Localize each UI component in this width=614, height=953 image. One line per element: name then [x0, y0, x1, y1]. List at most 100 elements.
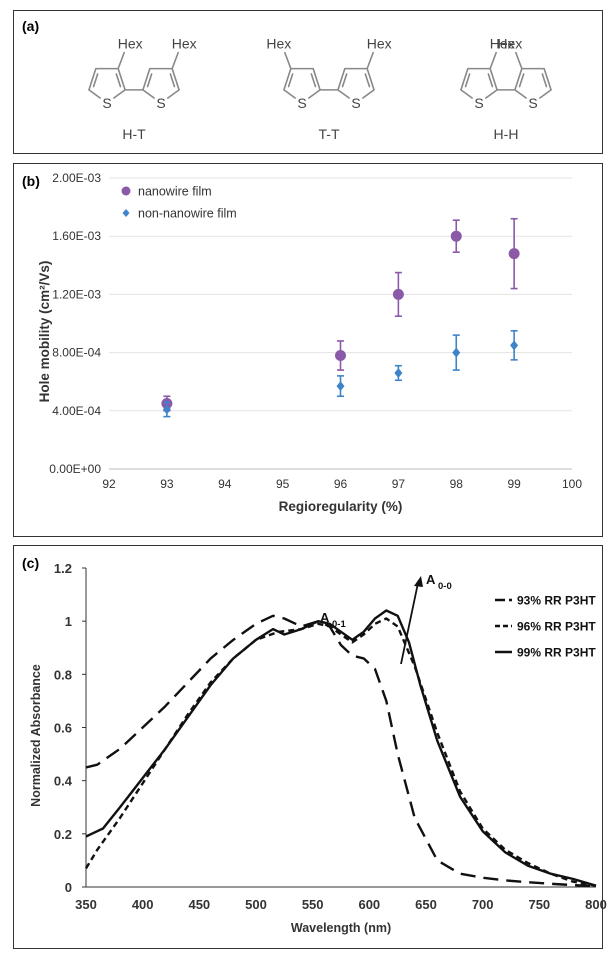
- y-axis-label: Hole mobility (cm²/Vs): [37, 261, 52, 403]
- double-bond: [92, 73, 99, 88]
- x-axis-label: Regioregularity (%): [279, 499, 403, 514]
- hex-substituent: Hex: [367, 36, 392, 52]
- data-point: [450, 230, 462, 242]
- data-point: [162, 404, 171, 415]
- ring-bond: [142, 67, 180, 99]
- x-tick-label: 96: [334, 477, 348, 491]
- y-tick-label: 0.00E+00: [49, 462, 101, 476]
- y-tick-label: 0.4: [54, 774, 73, 789]
- mobility-chart: (b) 0.00E+00 4.00E-04 8.00E-04 1.20E-03 1.60E…: [22, 171, 582, 514]
- x-tick-label: 700: [472, 897, 494, 912]
- x-tick-label: 92: [102, 477, 116, 491]
- series-line: [85, 614, 597, 888]
- structure-name: H-H: [494, 126, 519, 142]
- panel-c-label: (c): [22, 555, 39, 571]
- double-bond: [464, 73, 471, 88]
- y-tick-label: 1.2: [54, 561, 72, 576]
- hex-substituent: Hex: [497, 36, 522, 52]
- x-axis-label: Wavelength (nm): [291, 921, 391, 935]
- legend-label: 96% RR P3HT: [517, 620, 596, 634]
- y-tick-label: 2.00E-03: [52, 171, 101, 185]
- panel-a-label: (a): [22, 18, 39, 34]
- double-bond: [541, 73, 548, 88]
- double-bond: [341, 73, 348, 88]
- substituent-bond: [489, 51, 497, 70]
- x-tick-label: 600: [358, 897, 380, 912]
- ring-bond: [337, 67, 375, 99]
- annotation-a00: A: [426, 572, 436, 587]
- y-tick-label: 0.8: [54, 667, 72, 682]
- double-bond: [310, 73, 317, 88]
- x-tick-label: 100: [562, 477, 582, 491]
- hex-substituent: Hex: [118, 36, 143, 52]
- arrow-head: [414, 576, 423, 587]
- data-point: [335, 350, 346, 362]
- x-tick-label: 450: [188, 897, 210, 912]
- y-tick-label: 0: [65, 880, 72, 895]
- x-tick-label: 94: [218, 477, 232, 491]
- y-tick-label: 0.2: [54, 827, 72, 842]
- data-point: [452, 347, 461, 358]
- x-tick-label: 550: [302, 897, 324, 912]
- panel-b: (b) 0.00E+00 4.00E-04 8.00E-04 1.20E-03 1.60E…: [13, 163, 603, 537]
- data-point: [510, 340, 519, 351]
- y-tick-label: 1.20E-03: [52, 287, 101, 301]
- data-point: [392, 288, 404, 300]
- hex-substituent: Hex: [266, 36, 291, 52]
- legend-label: 93% RR P3HT: [517, 594, 596, 608]
- substituent-bond: [171, 51, 179, 70]
- double-bond: [364, 73, 371, 88]
- double-bond: [518, 73, 525, 88]
- x-tick-label: 99: [507, 477, 521, 491]
- sulfur-atom: S: [297, 95, 306, 111]
- y-tick-label: 0.6: [54, 721, 72, 736]
- x-tick-label: 400: [132, 897, 154, 912]
- panel-c: (c) 0 0.2 0.4 0.6 0.8 1 1.2 350 400 450 500 550 600 65…: [13, 545, 607, 949]
- y-tick-label: 1: [65, 614, 72, 629]
- x-tick-label: 95: [276, 477, 290, 491]
- y-tick-label: 4.00E-04: [52, 404, 101, 418]
- hex-substituent: Hex: [490, 36, 515, 52]
- x-tick-label: 98: [450, 477, 464, 491]
- structure-name: H-T: [122, 126, 146, 142]
- y-axis-label: Normalized Absorbance: [29, 664, 43, 807]
- annotation-a00-sub: 0-0: [438, 581, 452, 592]
- panel-b-label: (b): [22, 173, 40, 189]
- substituent-bond: [117, 51, 125, 70]
- absorbance-chart: (c) 0 0.2 0.4 0.6 0.8 1 1.2 350 400 450 500 550 600 65…: [22, 555, 607, 935]
- sulfur-atom: S: [474, 95, 483, 111]
- x-tick-label: 500: [245, 897, 267, 912]
- data-point: [336, 381, 345, 392]
- ring-bond: [460, 67, 498, 99]
- ring-bond: [88, 67, 126, 99]
- annotation-a01-sub: 0-1: [332, 619, 346, 630]
- substituent-bond: [366, 51, 374, 70]
- y-tick-label: 8.00E-04: [52, 346, 101, 360]
- x-tick-label: 750: [528, 897, 550, 912]
- double-bond: [487, 73, 494, 88]
- hex-substituent: Hex: [172, 36, 197, 52]
- legend-label: non-nanowire film: [138, 207, 237, 221]
- data-point: [508, 248, 520, 260]
- series-line: [85, 609, 597, 887]
- ring-bond: [514, 67, 552, 99]
- structure-name: T-T: [319, 126, 340, 142]
- double-bond: [169, 73, 176, 88]
- legend-label: nanowire film: [138, 185, 212, 199]
- legend-marker: [122, 209, 130, 217]
- double-bond: [146, 73, 153, 88]
- x-tick-label: 93: [160, 477, 174, 491]
- sulfur-atom: S: [156, 95, 165, 111]
- x-tick-label: 650: [415, 897, 437, 912]
- arrow-line: [400, 582, 419, 665]
- sulfur-atom: S: [351, 95, 360, 111]
- sulfur-atom: S: [102, 95, 111, 111]
- sulfur-atom: S: [528, 95, 537, 111]
- annotation-a01: A: [320, 610, 330, 625]
- x-tick-label: 97: [392, 477, 406, 491]
- x-tick-label: 800: [585, 897, 607, 912]
- legend-label: 99% RR P3HT: [517, 646, 596, 660]
- ring-bond: [283, 67, 321, 99]
